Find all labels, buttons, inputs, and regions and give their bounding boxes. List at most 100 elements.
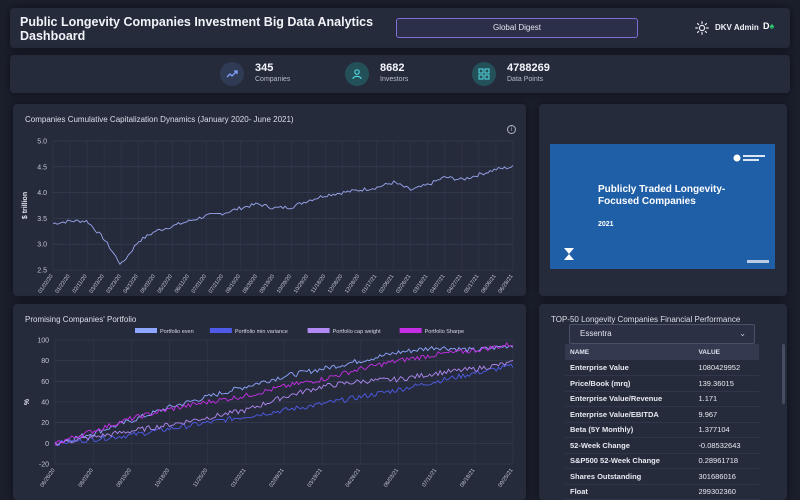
x-tick-label: 06/11/20 xyxy=(174,274,191,295)
x-tick-label: 06/26/20 xyxy=(39,468,56,489)
metric-value: 139.36015 xyxy=(693,375,759,392)
presentation-slide[interactable]: Publicly Traded Longevity-Focused Compan… xyxy=(550,144,775,269)
legend-swatch xyxy=(135,328,157,333)
x-tick-label: 09/19/20 xyxy=(259,274,276,295)
x-tick-label: 05/02/20 xyxy=(140,274,157,295)
x-tick-label: 01/22/20 xyxy=(54,274,71,295)
capitalization-panel: Companies Cumulative Capitalization Dyna… xyxy=(13,104,526,296)
table-row: 52-Week Change -0.08532643 xyxy=(565,437,759,454)
y-tick-label: 80 xyxy=(41,358,49,365)
series-line-0 xyxy=(54,344,514,446)
x-tick-label: 09/10/20 xyxy=(116,468,133,489)
chevron-down-icon: ⌄ xyxy=(739,329,746,338)
x-tick-label: 04/27/21 xyxy=(446,274,463,295)
y-tick-label: 3.0 xyxy=(37,242,47,249)
table-scrollbar[interactable] xyxy=(782,344,785,404)
header-bar: Public Longevity Companies Investment Bi… xyxy=(10,8,790,48)
top50-title: TOP-50 Longevity Companies Financial Per… xyxy=(551,315,741,324)
x-tick-label: 11/18/20 xyxy=(310,274,327,295)
x-tick-label: 10/09/20 xyxy=(276,274,293,295)
capitalization-title: Companies Cumulative Capitalization Dyna… xyxy=(25,115,294,124)
table-header-row: NAME VALUE xyxy=(565,344,759,360)
x-tick-label: 07/21/20 xyxy=(208,274,225,295)
x-tick-label: 06/06/21 xyxy=(480,274,497,295)
table-row: Float 299302360 xyxy=(565,484,759,500)
metric-value: 0.28961718 xyxy=(693,453,759,469)
x-tick-label: 08/10/20 xyxy=(225,274,242,295)
stat-value: 8682 xyxy=(380,62,405,74)
metric-value: 1.171 xyxy=(693,391,759,407)
stat-label: Companies xyxy=(255,76,291,83)
series-line-2 xyxy=(54,359,514,447)
user-icon xyxy=(345,62,369,86)
stat-value: 345 xyxy=(255,62,274,74)
portfolio-title: Promising Companies' Portfolio xyxy=(25,315,137,324)
x-tick-label: 02/11/20 xyxy=(72,274,89,295)
x-tick-label: 08/03/20 xyxy=(78,468,95,489)
table-row: Enterprise Value/EBITDA 9.967 xyxy=(565,406,759,423)
trend-icon xyxy=(220,62,244,86)
y-tick-label: 4.5 xyxy=(37,164,47,171)
global-digest-button[interactable]: Global Digest xyxy=(396,18,638,38)
table-row: S&P500 52-Week Change 0.28961718 xyxy=(565,453,759,469)
metric-value: 1080429952 xyxy=(693,360,759,376)
y-tick-label: 5.0 xyxy=(37,139,47,146)
metric-value: -0.08532643 xyxy=(693,437,759,454)
brand-leaf-icon: ♠ xyxy=(769,21,775,31)
x-tick-label: 01/02/21 xyxy=(230,468,247,489)
y-tick-label: 0 xyxy=(45,441,49,448)
y-tick-label: 40 xyxy=(41,400,49,407)
column-header-value: VALUE xyxy=(693,344,759,360)
table-row: Enterprise Value 1080429952 xyxy=(565,360,759,376)
dkv-logo-icon xyxy=(733,154,765,162)
app-title: Public Longevity Companies Investment Bi… xyxy=(20,15,374,43)
x-tick-label: 05/22/20 xyxy=(157,274,174,295)
x-tick-label: 09/25/21 xyxy=(497,468,514,489)
company-select[interactable]: Essentra ⌄ xyxy=(569,324,755,344)
top50-panel: TOP-50 Longevity Companies Financial Per… xyxy=(539,304,787,500)
y-tick-label: 60 xyxy=(41,379,49,386)
legend-swatch xyxy=(209,328,232,333)
x-tick-label: 12/28/20 xyxy=(344,274,361,295)
x-tick-label: 07/11/21 xyxy=(421,468,438,489)
y-tick-label: 3.5 xyxy=(37,216,47,223)
metric-name: Enterprise Value/Revenue xyxy=(565,391,694,407)
x-tick-label: 03/23/20 xyxy=(106,274,123,295)
legend-label: Portfolio Sharpe xyxy=(425,329,464,335)
x-tick-label: 08/30/20 xyxy=(242,274,259,295)
x-tick-label: 03/18/21 xyxy=(412,274,429,295)
x-tick-label: 06/28/21 xyxy=(497,274,514,295)
y-tick-label: 100 xyxy=(37,338,49,345)
x-tick-label: 10/18/20 xyxy=(154,468,171,489)
legend-label: Portfolio even xyxy=(160,329,194,335)
y-axis-label: % xyxy=(24,398,31,405)
legend-label: Portfolio min variance xyxy=(235,329,288,335)
stats-bar: 345 Companies 8682 Investors 4788269 Dat… xyxy=(10,55,790,93)
metric-name: Beta (5Y Monthly) xyxy=(565,422,694,438)
x-tick-label: 02/26/21 xyxy=(395,274,412,295)
info-icon[interactable]: i xyxy=(507,125,516,134)
x-tick-label: 03/03/20 xyxy=(89,274,106,295)
slide-year: 2021 xyxy=(598,221,614,228)
capitalization-chart: 5.0 4.5 4.0 3.5 3.0 2.501/02/20 01/22/20 02/11/… xyxy=(22,139,515,295)
presentation-panel: Publicly Traded Longevity-Focused Compan… xyxy=(539,104,787,296)
metric-value: 9.967 xyxy=(693,406,759,423)
series-line-1 xyxy=(54,363,514,446)
table-row: Price/Book (mrq) 139.36015 xyxy=(565,375,759,392)
y-axis-label: $ trillion xyxy=(22,192,29,219)
x-tick-label: 05/17/21 xyxy=(463,274,480,295)
portfolio-panel: Promising Companies' Portfolio 100 80 60 40… xyxy=(13,304,526,500)
slide-title: Publicly Traded Longevity-Focused Compan… xyxy=(598,184,726,207)
x-tick-label: 04/26/21 xyxy=(345,468,362,489)
column-header-name: NAME xyxy=(565,344,694,360)
stat-value: 4788269 xyxy=(507,62,550,74)
metric-name: 52-Week Change xyxy=(565,437,694,454)
y-tick-label: 20 xyxy=(41,420,49,427)
x-tick-label: 06/03/21 xyxy=(383,468,400,489)
x-tick-label: 01/17/21 xyxy=(361,274,378,295)
user-name[interactable]: DKV Admin xyxy=(715,23,759,32)
brand-logo[interactable]: D♠ xyxy=(763,21,774,31)
metric-name: Price/Book (mrq) xyxy=(565,375,694,392)
sun-icon[interactable] xyxy=(695,21,709,35)
